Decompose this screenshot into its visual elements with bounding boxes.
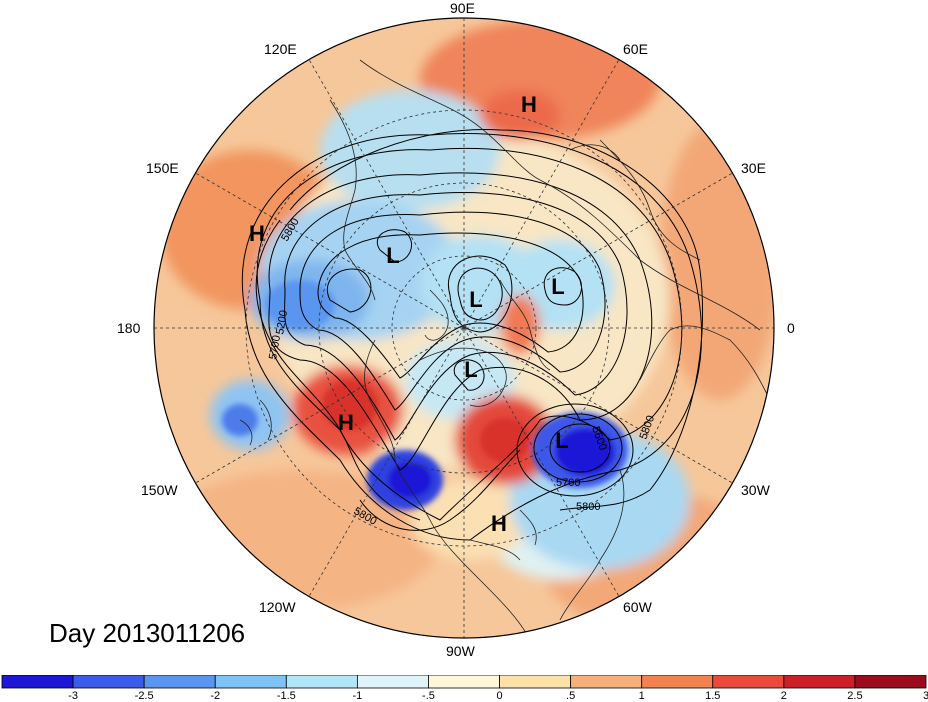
map-boundary (153, 17, 775, 639)
colorbar-segment (72, 675, 145, 689)
high-pressure-label: H (249, 221, 265, 246)
colorbar-tick-label: 1.5 (705, 690, 721, 702)
colorbar-tick-label: -1.5 (276, 690, 296, 702)
colorbar-tick-label: .5 (566, 690, 576, 702)
contour-label: 5200 (274, 309, 290, 335)
colorbar-tick-label: -.5 (422, 690, 435, 702)
pressure-centers: H L L L L H L H H (249, 92, 569, 536)
low-pressure-label: L (555, 428, 568, 453)
low-pressure-label: L (464, 357, 477, 382)
high-pressure-label: H (491, 511, 507, 536)
high-pressure-label: H (338, 410, 354, 435)
colorbar-tick-label: 3 (922, 690, 928, 702)
colorbar-segment (499, 675, 572, 689)
lon-label-90w: 90W (446, 643, 475, 659)
lon-label-60w: 60W (623, 599, 652, 615)
colorbar-segment (214, 675, 287, 689)
contour-label: 5700 (556, 477, 580, 489)
colorbar-tick-label: -3 (68, 690, 78, 702)
colorbar-tick-label: -1 (352, 690, 363, 702)
colorbar-segment (356, 675, 429, 689)
low-pressure-label: L (469, 287, 482, 312)
lon-label-150w: 150W (141, 482, 178, 498)
lon-label-30e: 30E (741, 160, 766, 176)
colorbar-segment (1, 675, 74, 689)
lon-label-120e: 120E (264, 41, 297, 57)
colorbar-segment (712, 675, 785, 689)
lon-label-150e: 150E (146, 160, 179, 176)
colorbar-segment (143, 675, 216, 689)
lon-label-120w: 120W (259, 599, 296, 615)
colorbar-segment (854, 675, 927, 689)
colorbar-tick-label: 2 (780, 690, 787, 702)
contour-label: 5700 (267, 334, 283, 360)
map-title: Day 2013011206 (49, 618, 246, 648)
colorbar-segment (285, 675, 358, 689)
colorbar-segment (641, 675, 714, 689)
colorbar-segment (428, 675, 500, 689)
colorbar (1, 675, 927, 689)
colorbar-tick-label: -2.5 (134, 690, 154, 702)
graticule (154, 18, 774, 638)
low-pressure-label: L (386, 243, 399, 268)
colorbar-tick-label: 0 (496, 690, 503, 702)
lon-label-30w: 30W (741, 482, 770, 498)
colorbar-tick-label: 1 (638, 690, 645, 702)
colorbar-tick-label: 2.5 (847, 690, 863, 702)
colorbar-segment (783, 675, 856, 689)
height-contours (241, 129, 704, 541)
lon-label-180: 180 (117, 320, 141, 336)
lon-label-0: 0 (787, 320, 795, 336)
coastlines (239, 59, 771, 638)
lon-label-60e: 60E (623, 41, 648, 57)
low-pressure-label: L (551, 274, 564, 299)
lon-label-90e: 90E (450, 0, 475, 16)
contour-label: 5800 (576, 501, 600, 513)
colorbar-segment (570, 675, 643, 689)
high-pressure-label: H (521, 92, 537, 117)
colorbar-tick-label: -2 (210, 690, 221, 702)
